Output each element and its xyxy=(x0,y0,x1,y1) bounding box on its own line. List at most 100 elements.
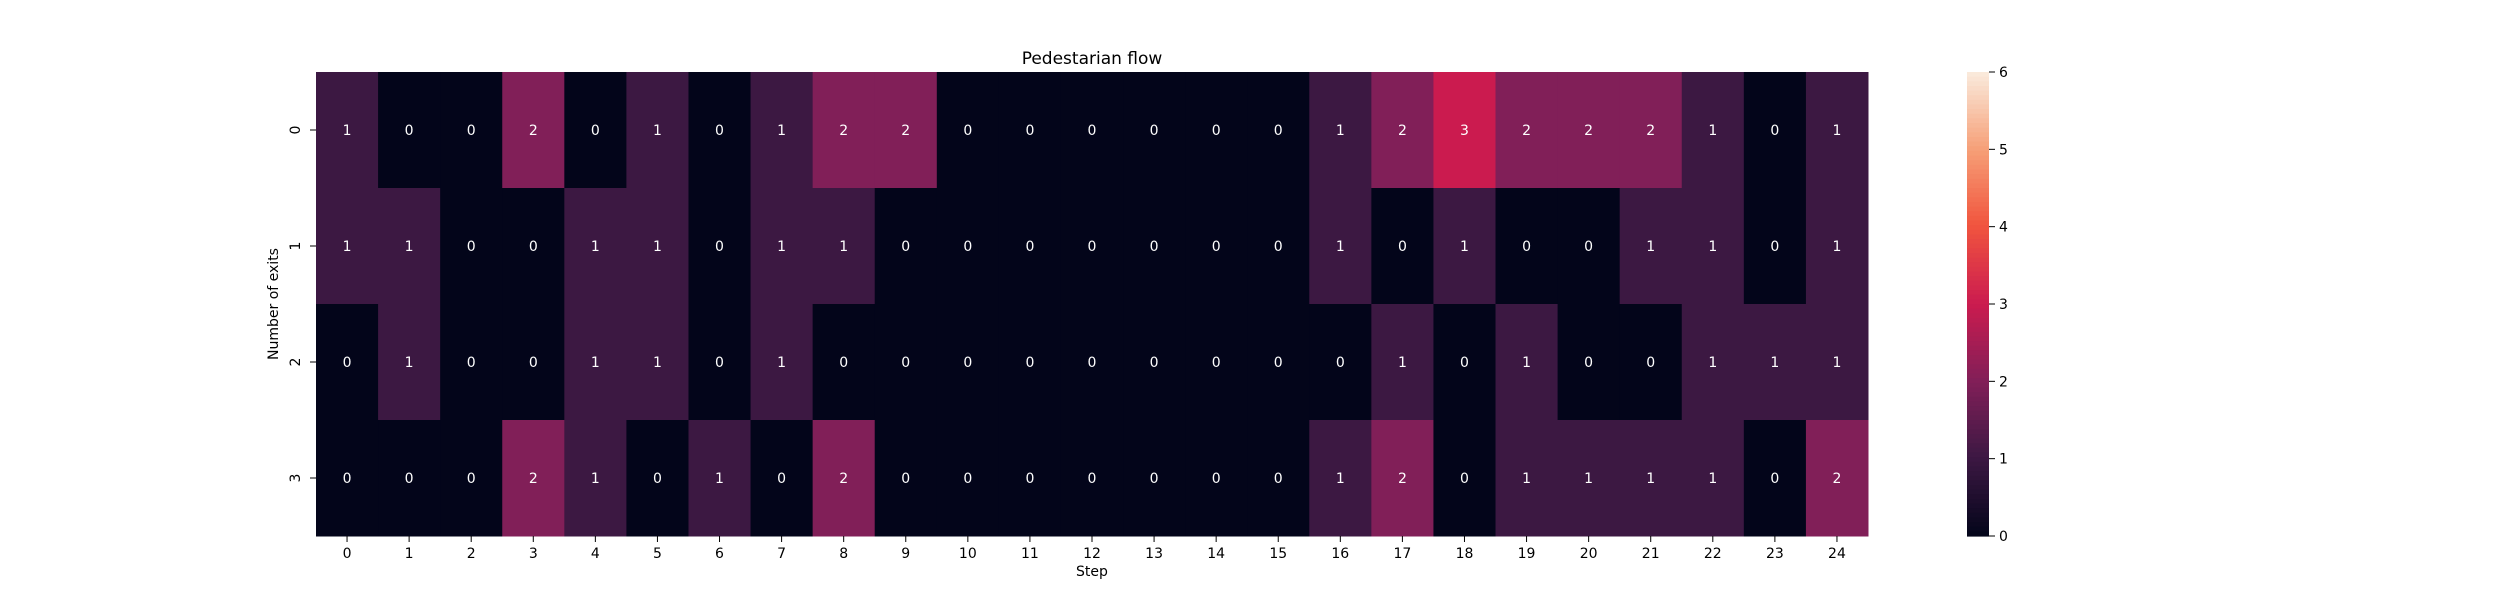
colorbar-segment xyxy=(1967,480,1989,486)
heatmap-cell xyxy=(502,72,565,189)
colorbar-tick-label: 5 xyxy=(1999,142,2008,158)
colorbar-segment xyxy=(1967,420,1989,426)
colorbar-segment xyxy=(1967,201,1989,208)
chart-title: Pedestarian flow xyxy=(1022,49,1163,69)
cell-value-label: 1 xyxy=(1770,355,1779,371)
heatmap-cell xyxy=(1495,188,1559,305)
cell-value-label: 0 xyxy=(343,355,352,371)
x-tick-label: 9 xyxy=(901,546,910,562)
cell-value-label: 0 xyxy=(1584,239,1593,255)
cell-value-label: 1 xyxy=(1708,471,1717,487)
colorbar-segment xyxy=(1967,466,1989,472)
y-tick-label: 1 xyxy=(288,242,304,251)
heatmap-cell xyxy=(998,72,1062,189)
cell-value-label: 1 xyxy=(1646,239,1655,255)
colorbar-segment xyxy=(1967,359,1989,365)
cell-value-label: 1 xyxy=(591,239,600,255)
heatmap-cell xyxy=(1371,188,1434,305)
cell-value-label: 1 xyxy=(1708,239,1717,255)
heatmap-cell xyxy=(1371,72,1434,189)
cell-value-label: 1 xyxy=(1646,471,1655,487)
heatmap-cell xyxy=(502,304,565,421)
cell-value-label: 1 xyxy=(839,239,848,255)
cell-value-label: 2 xyxy=(529,471,538,487)
heatmap-cell xyxy=(626,72,689,189)
heatmap-cell xyxy=(936,420,1000,537)
x-tick-label: 19 xyxy=(1518,546,1536,562)
colorbar-segment xyxy=(1967,317,1989,324)
cell-value-label: 1 xyxy=(1522,355,1531,371)
cell-value-label: 0 xyxy=(405,123,414,139)
cell-value-label: 0 xyxy=(1646,355,1655,371)
cell-value-label: 0 xyxy=(1150,471,1159,487)
heatmap-cell xyxy=(874,188,938,305)
heatmap-cell xyxy=(812,72,876,189)
cell-value-label: 0 xyxy=(715,123,724,139)
x-tick-label: 13 xyxy=(1145,546,1163,562)
heatmap-cell xyxy=(316,72,379,189)
heatmap-cell xyxy=(1185,420,1248,537)
heatmap-cell xyxy=(564,304,627,421)
x-tick-label: 15 xyxy=(1269,546,1287,562)
heatmap-cell xyxy=(750,304,814,421)
cell-value-label: 1 xyxy=(1832,355,1841,371)
colorbar-segment xyxy=(1967,109,1989,115)
heatmap-cell xyxy=(626,304,689,421)
cell-value-label: 0 xyxy=(591,123,600,139)
cell-value-label: 1 xyxy=(591,471,600,487)
heatmap-cell xyxy=(378,188,441,305)
cell-value-label: 1 xyxy=(1336,471,1345,487)
heatmap-cell xyxy=(1247,420,1310,537)
heatmap-cell xyxy=(1060,72,1124,189)
cell-value-label: 0 xyxy=(963,471,972,487)
cell-value-label: 2 xyxy=(1646,123,1655,139)
colorbar-segment xyxy=(1967,234,1989,240)
cell-value-label: 0 xyxy=(1212,123,1221,139)
colorbar-segment xyxy=(1967,503,1989,509)
heatmap-cell xyxy=(1123,72,1186,189)
cell-value-label: 1 xyxy=(1708,355,1717,371)
colorbar-segment xyxy=(1967,489,1989,495)
colorbar-segment xyxy=(1967,252,1989,259)
heatmap-cell xyxy=(440,304,503,421)
cell-value-label: 0 xyxy=(1088,355,1097,371)
heatmap-cell xyxy=(1619,304,1683,421)
cell-value-label: 0 xyxy=(1770,123,1779,139)
heatmap-cell xyxy=(1309,72,1372,189)
cell-value-label: 1 xyxy=(1708,123,1717,139)
x-tick-label: 18 xyxy=(1456,546,1474,562)
heatmap-cell xyxy=(1123,304,1186,421)
cell-value-label: 1 xyxy=(343,123,352,139)
heatmap-cell xyxy=(874,304,938,421)
colorbar-segment xyxy=(1967,239,1989,245)
heatmap-cell xyxy=(1681,420,1745,537)
colorbar-segment xyxy=(1967,271,1989,277)
heatmap-cell xyxy=(1557,72,1621,189)
heatmap-cell xyxy=(1185,72,1248,189)
cell-value-label: 0 xyxy=(1212,471,1221,487)
colorbar-segment xyxy=(1967,327,1989,333)
colorbar-segment xyxy=(1967,299,1989,305)
heatmap-cell xyxy=(1557,420,1621,537)
colorbar-segment xyxy=(1967,118,1989,124)
cell-value-label: 2 xyxy=(1398,471,1407,487)
colorbar-segment xyxy=(1967,294,1989,300)
colorbar-segment xyxy=(1967,461,1989,467)
cell-value-label: 0 xyxy=(1212,355,1221,371)
colorbar-tick-label: 0 xyxy=(1999,529,2008,545)
cell-value-label: 0 xyxy=(405,471,414,487)
heatmap-cell xyxy=(1433,72,1497,189)
colorbar-segment xyxy=(1967,95,1989,101)
heatmap-cell xyxy=(1495,304,1559,421)
cell-value-label: 0 xyxy=(715,239,724,255)
cell-value-label: 1 xyxy=(1832,239,1841,255)
heatmap-cell xyxy=(1681,304,1745,421)
heatmap-cell xyxy=(626,188,689,305)
heatmap-cell xyxy=(564,188,627,305)
heatmap-cell xyxy=(1309,420,1372,537)
cell-value-label: 1 xyxy=(715,471,724,487)
cell-value-label: 0 xyxy=(1336,355,1345,371)
heatmap-cell xyxy=(1433,188,1497,305)
colorbar-segment xyxy=(1967,113,1989,119)
cell-value-label: 0 xyxy=(343,471,352,487)
